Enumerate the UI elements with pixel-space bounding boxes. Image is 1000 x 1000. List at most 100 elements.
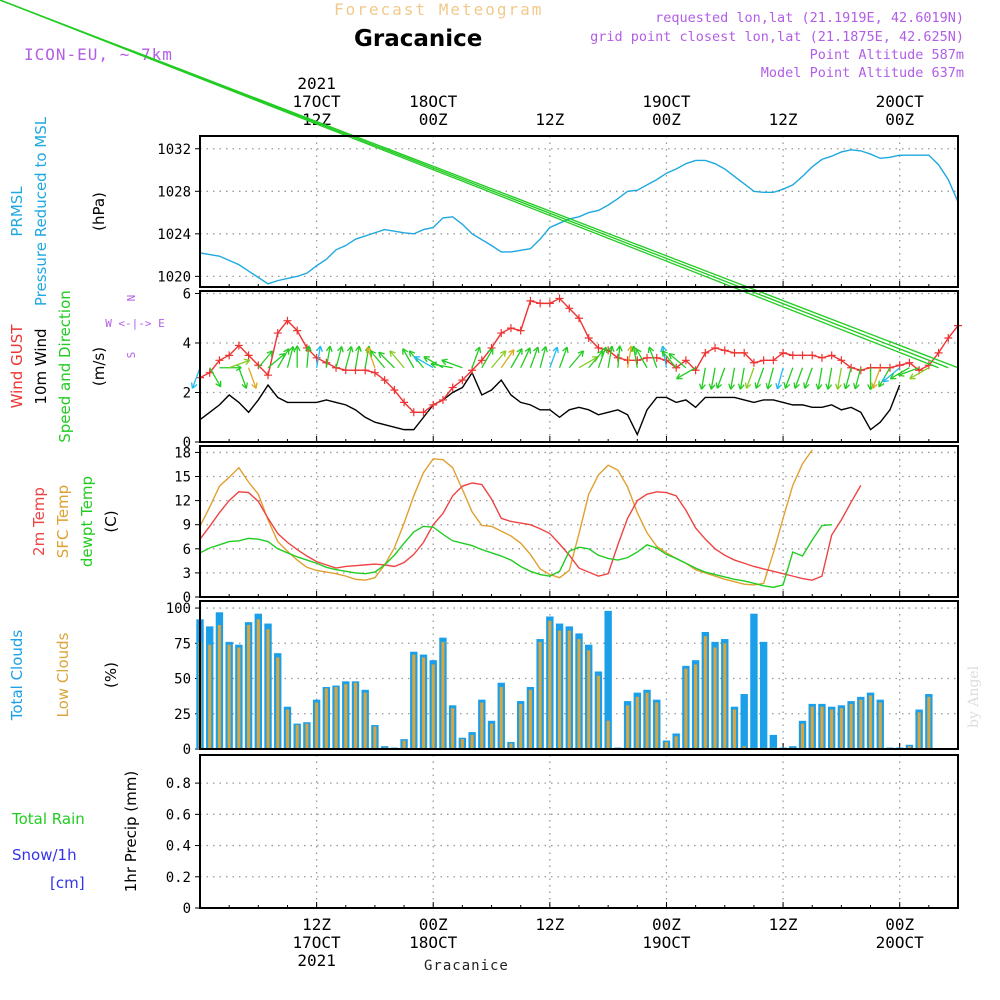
low-cloud-bar: [810, 706, 814, 749]
wind-direction-arrowhead: [783, 382, 791, 389]
wind-direction-arrow: [794, 367, 804, 389]
label-wind-0: Wind GUST: [8, 324, 26, 409]
y-tick-label-wind: 6: [183, 286, 191, 302]
y-tick-label-temp: 0: [183, 590, 191, 606]
wind-gust-marker: [477, 356, 486, 365]
wind-direction-arrow: [335, 346, 343, 368]
bottom-time-label: 00Z: [885, 915, 914, 934]
wind-direction-arrow: [632, 345, 638, 368]
wind-gust-marker: [380, 376, 389, 385]
wind-gust-marker: [526, 296, 535, 305]
wind-direction-arrowhead: [803, 382, 810, 389]
low-cloud-bar: [528, 689, 532, 749]
y-tick-label-precip: 0.4: [166, 839, 191, 855]
low-cloud-bar: [927, 696, 931, 749]
wind-direction-arrowhead: [533, 346, 540, 354]
wind-direction-arrow: [568, 350, 584, 369]
wind-gust-marker: [536, 299, 545, 308]
precip-legend-1: Snow/1h: [12, 846, 77, 864]
low-cloud-bar: [324, 688, 328, 749]
wind-gust-marker: [575, 314, 583, 323]
point-altitude: Point Altitude 587m: [809, 47, 964, 63]
low-cloud-bar: [558, 630, 562, 749]
wind-direction-arrowhead: [441, 358, 448, 366]
y-tick-label-pressure: 1024: [157, 227, 191, 243]
wind-direction-arrowhead: [288, 346, 296, 353]
y-tick-label-pressure: 1020: [157, 269, 191, 285]
wind-gust-marker: [740, 348, 749, 357]
low-cloud-bar: [256, 619, 260, 749]
wind-direction-arrowhead: [825, 383, 833, 390]
panel-frame-top-cloud: [199, 600, 959, 750]
model-point-altitude: Model Point Altitude 637m: [760, 65, 964, 81]
label-prmsl: PRMSL: [8, 186, 26, 237]
wind-direction-arrow: [539, 346, 547, 368]
wind-gust-marker: [759, 356, 768, 365]
low-cloud-bar: [402, 740, 406, 749]
low-cloud-bar: [577, 639, 581, 749]
low-cloud-bar: [499, 686, 503, 749]
wind-direction-arrow: [710, 367, 716, 390]
prmsl-line: [199, 149, 959, 285]
low-cloud-bar: [266, 629, 270, 749]
wind-gust-marker: [264, 371, 273, 380]
wind-direction-arrow: [661, 350, 677, 369]
wind-direction-arrow: [872, 367, 881, 389]
wind-gust-marker: [497, 329, 506, 338]
grid-point-lonlat: grid point closest lon,lat (21.1875E, 42…: [590, 29, 964, 45]
y-tick-label-temp: 3: [183, 566, 191, 582]
top-time-label: 00Z: [885, 110, 914, 129]
low-cloud-bar: [713, 647, 717, 749]
wind-direction-arrow: [648, 346, 658, 368]
wind-gust-marker: [283, 316, 292, 325]
wind-direction-arrowhead: [577, 350, 585, 357]
wind-direction-arrow: [366, 346, 376, 368]
wind-direction-arrow: [441, 359, 463, 369]
top-time-label: 17OCT: [293, 92, 342, 111]
wind-direction-arrow: [378, 351, 395, 369]
bottom-time-label: 12Z: [769, 915, 798, 934]
y-tick-label-precip: 0.2: [166, 870, 191, 886]
low-cloud-bar: [509, 743, 513, 749]
low-cloud-bar: [820, 706, 824, 749]
panel-frame-temp: [199, 445, 959, 598]
panel-frame-top-temp: [199, 445, 959, 598]
wind-gust-marker: [672, 363, 681, 372]
label-wind-1: 10m Wind: [32, 328, 50, 404]
compass-s: S: [125, 352, 138, 359]
wind-direction-arrow: [481, 348, 494, 369]
wind-gust-marker: [448, 383, 457, 392]
top-time-label: 00Z: [419, 110, 448, 129]
low-cloud-bar: [674, 736, 678, 749]
wind-direction-arrow: [617, 345, 621, 368]
wind-gust-marker: [594, 343, 603, 352]
wind-gust-marker: [769, 356, 778, 365]
wind-direction-arrow: [854, 367, 862, 390]
wind-direction-arrow: [635, 348, 648, 369]
wind-gust-marker: [409, 408, 418, 417]
wind-direction-arrowhead: [215, 380, 222, 388]
wind-direction-arrow: [827, 367, 833, 390]
wind-gust-marker: [808, 351, 817, 360]
precip-legend-0: Total Rain: [11, 810, 85, 828]
wind-direction-arrow: [844, 367, 852, 390]
wind-gust-marker: [293, 326, 302, 335]
wind-direction-arrow: [228, 359, 251, 369]
wind-gust-marker: [458, 376, 467, 385]
low-cloud-bar: [849, 703, 853, 749]
label-pressure-msl: Pressure Reduced to MSL: [32, 116, 50, 306]
bottom-time-label: 20OCT: [876, 933, 925, 952]
low-cloud-bar: [655, 702, 659, 749]
wind-direction-arrowhead: [601, 346, 608, 354]
wind-direction-arrow: [626, 345, 633, 368]
wind-direction-arrow: [191, 367, 201, 389]
wind-direction-arrowhead: [607, 345, 615, 352]
wind-gust-marker: [934, 348, 943, 357]
forecast-meteogram-title: Forecast Meteogram: [334, 0, 544, 19]
wind-speed-line: [199, 371, 901, 437]
bottom-time-label: 00Z: [419, 915, 448, 934]
low-cloud-bar: [596, 675, 600, 749]
wind-direction-arrowhead: [615, 345, 623, 352]
wind-direction-arrowhead: [316, 345, 323, 352]
wind-direction-arrowhead: [499, 350, 507, 357]
